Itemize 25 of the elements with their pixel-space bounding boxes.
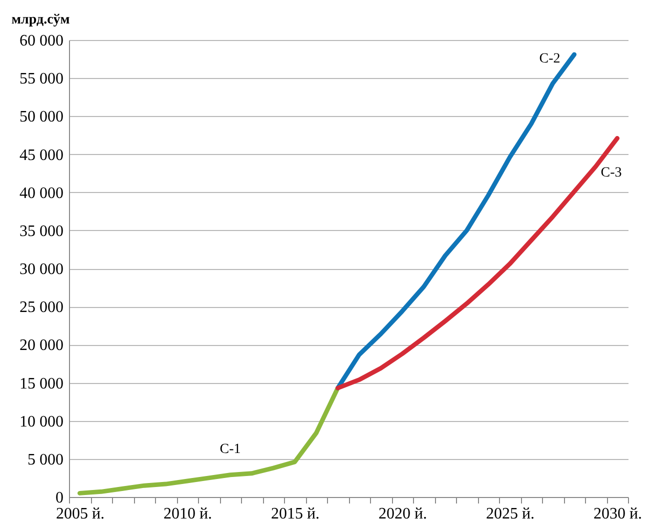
y-tick-label: 15 000 xyxy=(20,375,64,392)
y-tick-label: 40 000 xyxy=(20,184,64,202)
y-tick-label: 55 000 xyxy=(20,70,64,88)
series-label: С-2 xyxy=(539,51,560,66)
x-tick-label: 2005 й. xyxy=(56,506,105,522)
y-tick-label: 30 000 xyxy=(20,261,64,278)
x-tick-label: 2020 й. xyxy=(378,506,428,522)
y-tick-label: 50 000 xyxy=(20,108,64,126)
x-tick-label: 2025 й. xyxy=(486,506,535,522)
y-tick-label: 25 000 xyxy=(20,299,64,316)
line-series xyxy=(336,136,620,390)
y-axis-title: млрд.сўм xyxy=(12,12,70,28)
y-tick-label: 5 000 xyxy=(28,451,64,468)
y-tick-label: 0 xyxy=(56,490,64,506)
series-label: С-1 xyxy=(220,442,241,457)
y-tick-label: 20 000 xyxy=(20,337,64,354)
line-series xyxy=(78,386,340,496)
x-tick-label: 2010 й. xyxy=(163,506,212,522)
y-tick-label: 45 000 xyxy=(20,146,64,164)
x-tick-label: 2030 й. xyxy=(593,506,642,522)
x-tick-label: 2015 й. xyxy=(270,506,320,522)
y-tick-label: 10 000 xyxy=(20,413,64,430)
y-tick-label: 60 000 xyxy=(20,32,64,50)
y-tick-label: 35 000 xyxy=(20,222,64,240)
series-label: С-3 xyxy=(600,165,622,180)
